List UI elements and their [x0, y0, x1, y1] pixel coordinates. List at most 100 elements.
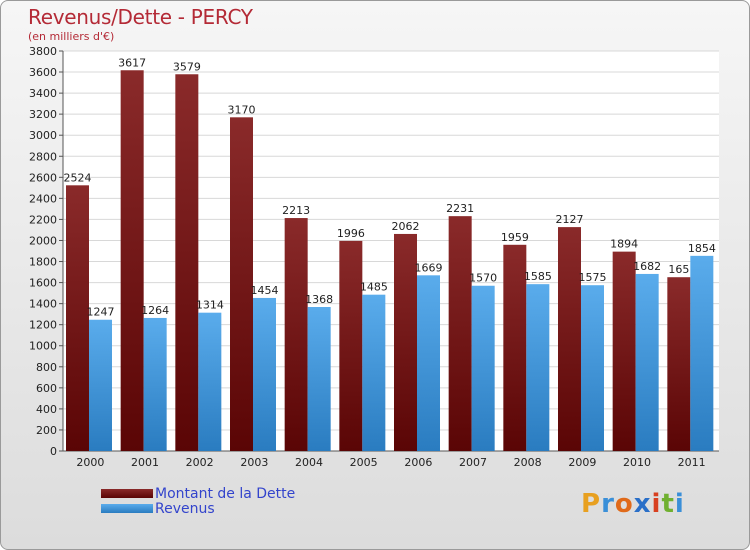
- proxiti-logo: Proxiti: [581, 489, 685, 519]
- debt-bar: [448, 216, 472, 451]
- data-label: 165: [668, 263, 689, 276]
- revenus-bar: [417, 275, 440, 451]
- x-tick-label: 2001: [131, 456, 159, 469]
- x-tick-label: 2004: [295, 456, 323, 469]
- revenus-bar: [690, 255, 714, 451]
- revenus-bar: [253, 297, 276, 451]
- y-tick-label: 800: [36, 361, 57, 374]
- y-tick-label: 2600: [29, 171, 57, 184]
- legend-item-debt: Montant de la Dette: [101, 485, 296, 502]
- debt-bar: [175, 74, 199, 452]
- x-tick-label: 2007: [459, 456, 487, 469]
- legend-swatch-debt: [101, 489, 153, 498]
- x-tick-label: 2009: [568, 456, 596, 469]
- data-label: 1368: [305, 293, 333, 306]
- data-label: 2127: [556, 213, 584, 226]
- y-tick-label: 3400: [29, 87, 57, 100]
- y-tick-label: 1400: [29, 298, 57, 311]
- y-tick-label: 2400: [29, 192, 57, 205]
- y-tick-label: 1800: [29, 256, 57, 269]
- data-label: 1575: [579, 271, 607, 284]
- legend-item-revenus: Revenus: [101, 500, 295, 517]
- logo-letter: x: [633, 489, 652, 519]
- revenus-bar: [581, 285, 604, 451]
- y-tick-label: 1200: [29, 319, 57, 332]
- data-label: 1314: [196, 299, 224, 312]
- data-label: 2231: [446, 202, 474, 215]
- x-tick-label: 2003: [240, 456, 268, 469]
- revenus-bar: [89, 319, 112, 451]
- revenus-bar: [526, 284, 550, 451]
- data-label: 1854: [688, 242, 716, 255]
- logo-letter: t: [661, 489, 675, 519]
- legend-swatch-revenus: [101, 504, 153, 513]
- debt-bar: [66, 185, 89, 451]
- chart-title: Revenus/Dette - PERCY: [28, 5, 253, 29]
- chart-legend: Montant de la Dette Revenus: [101, 485, 296, 517]
- chart-subtitle: (en milliers d'€): [28, 30, 115, 43]
- revenus-bar: [362, 294, 386, 451]
- logo-letter: o: [614, 489, 634, 519]
- y-tick-label: 2800: [29, 150, 57, 163]
- data-label: 1570: [469, 272, 497, 285]
- debt-bar: [612, 251, 636, 451]
- y-tick-label: 3000: [29, 129, 57, 142]
- data-label: 2062: [392, 220, 420, 233]
- data-label: 1682: [633, 260, 661, 273]
- legend-label-revenus: Revenus: [155, 500, 215, 517]
- y-tick-label: 600: [36, 382, 57, 395]
- plot-area: [63, 51, 719, 451]
- data-label: 1247: [87, 306, 115, 319]
- data-label: 1264: [141, 304, 169, 317]
- data-label: 1485: [360, 281, 388, 294]
- revenus-bar: [198, 312, 222, 451]
- debt-bar: [667, 277, 691, 451]
- data-label: 1959: [501, 231, 529, 244]
- x-tick-label: 2000: [76, 456, 104, 469]
- x-tick-label: 2006: [404, 456, 432, 469]
- debt-bar: [230, 117, 253, 451]
- logo-letter: r: [601, 489, 615, 519]
- debt-bar: [339, 240, 363, 451]
- logo-letter: P: [581, 489, 602, 519]
- logo-letter: i: [651, 489, 662, 519]
- data-label: 1454: [251, 284, 279, 297]
- debt-bar: [503, 244, 527, 451]
- revenus-bar: [307, 307, 331, 451]
- legend-label-debt: Montant de la Dette: [155, 485, 296, 502]
- data-label: 2213: [282, 204, 310, 217]
- data-label: 1669: [415, 261, 443, 274]
- x-tick-label: 2002: [186, 456, 214, 469]
- data-label: 3579: [173, 60, 201, 73]
- x-tick-label: 2011: [678, 456, 706, 469]
- revenus-bar: [635, 273, 659, 451]
- x-tick-label: 2008: [514, 456, 542, 469]
- x-tick-label: 2005: [350, 456, 378, 469]
- y-tick-label: 2000: [29, 234, 57, 247]
- y-tick-label: 1000: [29, 340, 57, 353]
- data-label: 3170: [228, 103, 256, 116]
- debt-bar: [558, 227, 581, 451]
- y-tick-label: 400: [36, 403, 57, 416]
- y-tick-label: 0: [50, 445, 57, 458]
- y-tick-label: 200: [36, 424, 57, 437]
- y-tick-label: 1600: [29, 277, 57, 290]
- revenus-bar: [471, 285, 495, 451]
- data-label: 3617: [118, 56, 146, 69]
- y-tick-label: 3600: [29, 66, 57, 79]
- revenus-bar: [143, 317, 167, 451]
- data-label: 1894: [610, 238, 638, 251]
- y-tick-label: 3800: [29, 45, 57, 58]
- logo-letter: i: [674, 489, 685, 519]
- debt-bar: [394, 233, 417, 451]
- data-label: 1585: [524, 270, 552, 283]
- data-label: 1996: [337, 227, 365, 240]
- debt-bar: [284, 218, 308, 451]
- x-tick-label: 2010: [623, 456, 651, 469]
- y-tick-label: 3200: [29, 108, 57, 121]
- y-tick-label: 2200: [29, 213, 57, 226]
- debt-bar: [120, 70, 144, 452]
- data-label: 2524: [64, 171, 92, 184]
